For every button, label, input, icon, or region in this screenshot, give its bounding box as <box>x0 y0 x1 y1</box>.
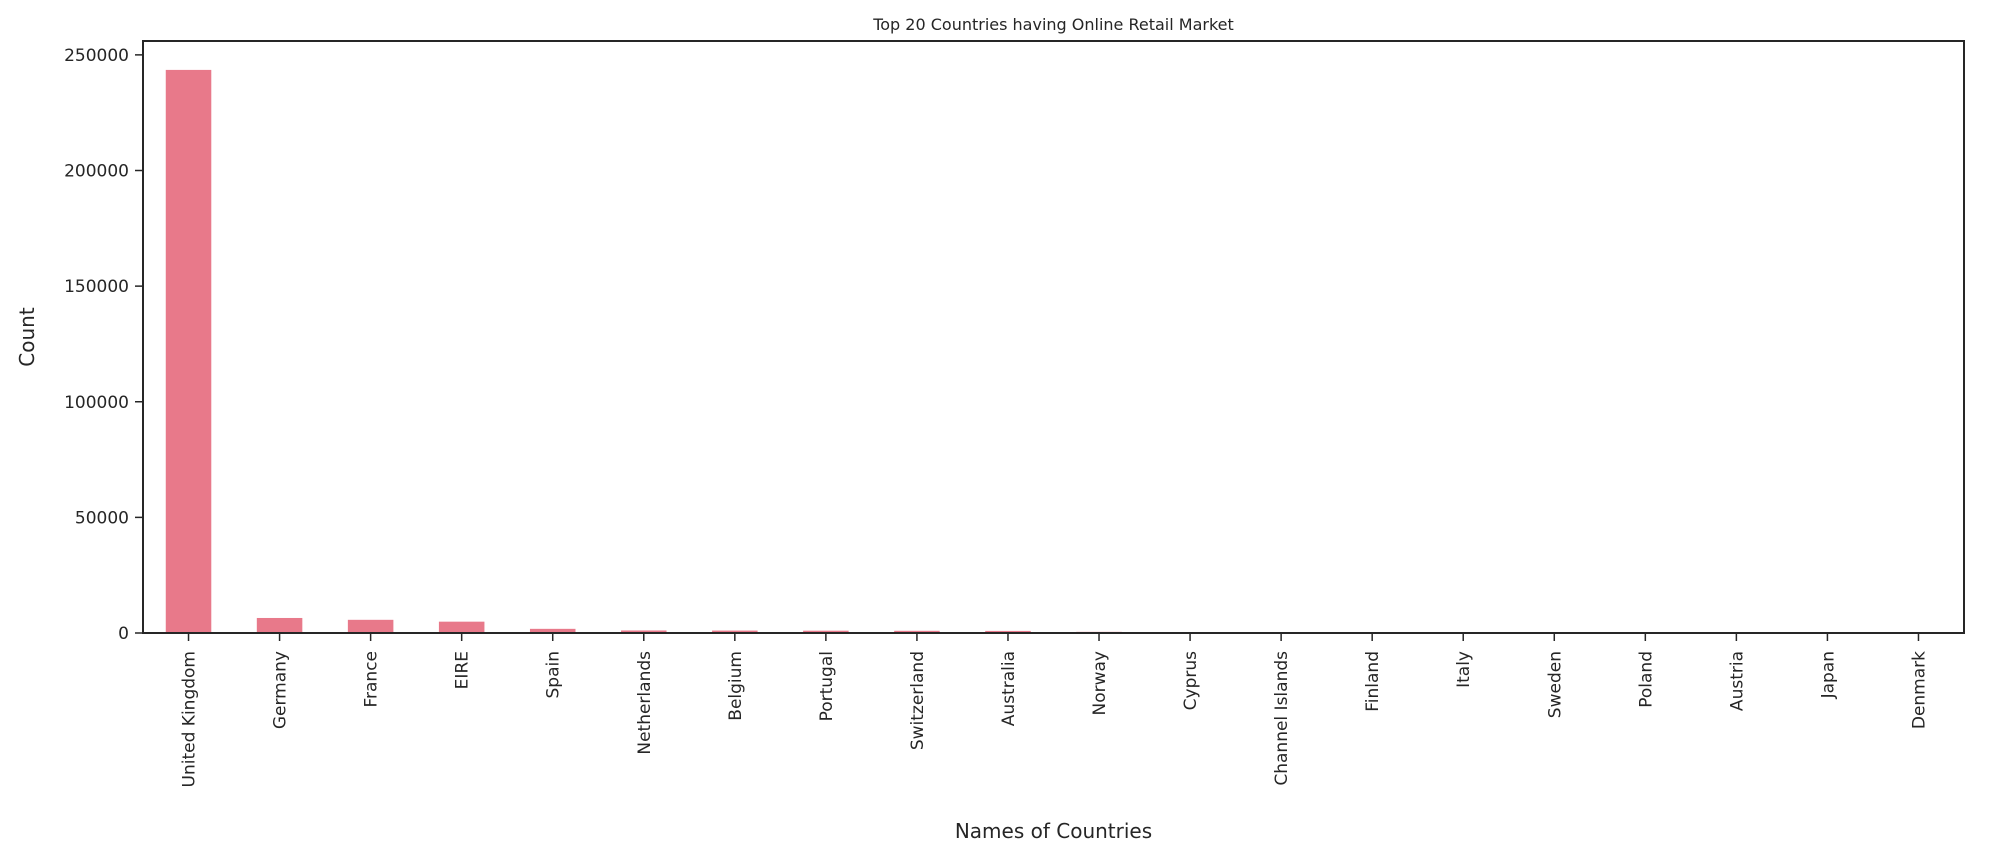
y-axis: 0 50000 100000 150000 200000 250000 <box>64 46 143 644</box>
x-tick-label: France <box>362 651 382 708</box>
bar-portugal <box>803 630 849 633</box>
bar-germany <box>256 617 303 633</box>
bar-spain <box>529 628 576 633</box>
x-tick-label: Norway <box>1090 651 1110 716</box>
x-axis: United Kingdom Germany France EIRE Spain Neth… <box>180 633 1929 787</box>
bar-belgium <box>712 630 758 633</box>
y-tick-label: 100000 <box>64 393 129 413</box>
x-tick-label: Switzerland <box>908 651 928 750</box>
bar-france <box>347 619 394 633</box>
x-tick-label: Portugal <box>817 651 837 721</box>
x-tick-label: Austria <box>1727 651 1747 711</box>
x-tick-label: United Kingdom <box>180 651 200 787</box>
x-tick-label: Channel Islands <box>1272 651 1292 786</box>
y-tick-label: 200000 <box>64 162 129 182</box>
x-tick-label: Italy <box>1454 651 1474 688</box>
x-tick-label: Spain <box>544 651 564 699</box>
x-tick-label: Australia <box>999 651 1019 726</box>
bar-eire <box>438 621 485 633</box>
x-tick-label: Sweden <box>1545 651 1565 718</box>
x-tick-label: Netherlands <box>635 651 655 755</box>
x-tick-label: EIRE <box>453 651 473 689</box>
bar-netherlands <box>621 630 667 633</box>
bar-switzerland <box>894 630 940 633</box>
x-tick-label: Poland <box>1636 651 1656 708</box>
y-axis-label: Count <box>15 307 39 367</box>
y-tick-label: 150000 <box>64 277 129 297</box>
chart-title: Top 20 Countries having Online Retail Ma… <box>872 15 1234 34</box>
x-tick-label: Japan <box>1818 651 1838 699</box>
y-tick-label: 0 <box>118 624 129 644</box>
bar-australia <box>985 630 1031 633</box>
x-tick-label: Finland <box>1363 651 1383 712</box>
bars-group <box>165 69 1942 633</box>
bar-united-kingdom <box>165 69 212 633</box>
y-tick-label: 50000 <box>75 508 129 528</box>
x-tick-label: Germany <box>271 651 291 729</box>
x-tick-label: Belgium <box>726 651 746 721</box>
plot-frame <box>142 40 1965 634</box>
x-tick-label: Denmark <box>1909 651 1929 729</box>
x-axis-label: Names of Countries <box>955 819 1152 843</box>
x-tick-label: Cyprus <box>1181 651 1201 710</box>
y-tick-label: 250000 <box>64 46 129 66</box>
